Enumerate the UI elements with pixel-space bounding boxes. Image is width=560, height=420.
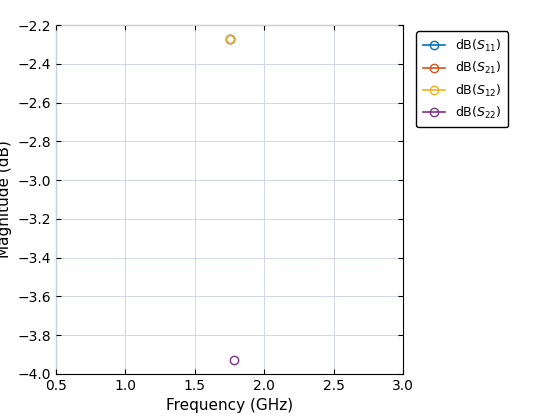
- X-axis label: Frequency (GHz): Frequency (GHz): [166, 398, 293, 413]
- Legend: dB($S_{11}$), dB($S_{21}$), dB($S_{12}$), dB($S_{22}$): dB($S_{11}$), dB($S_{21}$), dB($S_{12}$)…: [417, 32, 508, 127]
- Y-axis label: Magnitude (dB): Magnitude (dB): [0, 141, 12, 258]
